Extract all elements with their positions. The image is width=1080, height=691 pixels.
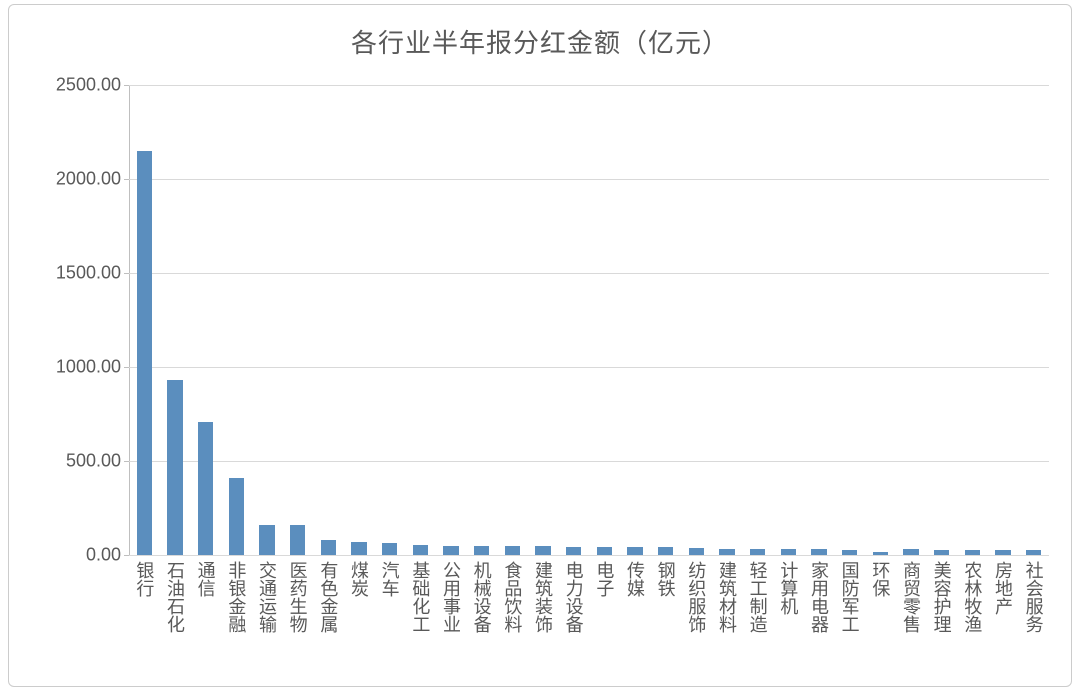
bar — [719, 549, 734, 555]
y-tick-label: 1500.00 — [56, 263, 121, 284]
bar — [781, 549, 796, 555]
bar — [321, 540, 336, 555]
plot-area: 0.00500.001000.001500.002000.002500.00 — [129, 85, 1049, 555]
bar — [198, 422, 213, 555]
bar — [535, 546, 550, 555]
y-tick-label: 1000.00 — [56, 357, 121, 378]
bar — [443, 546, 458, 555]
x-label: 电子 — [595, 561, 613, 597]
bar — [351, 542, 366, 555]
x-label: 传媒 — [626, 561, 644, 597]
bar — [903, 549, 918, 555]
y-tick-label: 2500.00 — [56, 75, 121, 96]
x-label: 公用事业 — [442, 561, 460, 633]
x-label: 轻工制造 — [749, 561, 767, 633]
x-label: 机械设备 — [473, 561, 491, 633]
x-label: 建筑装饰 — [534, 561, 552, 633]
x-label: 社会服务 — [1025, 561, 1043, 633]
x-label: 煤炭 — [350, 561, 368, 597]
bar — [627, 547, 642, 555]
bar — [137, 151, 152, 555]
bar — [229, 478, 244, 555]
bar — [995, 550, 1010, 555]
x-label: 食品饮料 — [503, 561, 521, 633]
grid-line — [129, 555, 1049, 556]
bar — [413, 545, 428, 555]
bar — [842, 550, 857, 555]
y-tick-label: 0.00 — [86, 545, 121, 566]
bar — [658, 547, 673, 555]
bar — [1026, 550, 1041, 555]
bar — [259, 525, 274, 555]
x-label: 房地产 — [994, 561, 1012, 615]
bar — [965, 550, 980, 555]
x-label: 国防军工 — [841, 561, 859, 633]
bar — [382, 543, 397, 555]
x-label: 石油石化 — [166, 561, 184, 633]
x-label: 医药生物 — [289, 561, 307, 633]
bar — [934, 550, 949, 555]
x-label: 计算机 — [779, 561, 797, 615]
chart-container: 各行业半年报分红金额（亿元） 0.00500.001000.001500.002… — [8, 4, 1072, 687]
y-tick — [124, 555, 129, 556]
bar — [167, 380, 182, 555]
x-label: 建筑材料 — [718, 561, 736, 633]
x-label: 纺织服饰 — [687, 561, 705, 633]
x-label: 汽车 — [381, 561, 399, 597]
chart-title: 各行业半年报分红金额（亿元） — [9, 5, 1071, 60]
x-label: 银行 — [135, 561, 153, 597]
bar — [566, 547, 581, 555]
x-label: 交通运输 — [258, 561, 276, 633]
x-label: 美容护理 — [933, 561, 951, 633]
x-label: 钢铁 — [657, 561, 675, 597]
bar — [689, 548, 704, 555]
y-tick-label: 2000.00 — [56, 169, 121, 190]
x-label: 农林牧渔 — [963, 561, 981, 633]
x-label: 有色金属 — [319, 561, 337, 633]
x-label: 家用电器 — [810, 561, 828, 633]
bar — [505, 546, 520, 555]
x-label: 非银金融 — [227, 561, 245, 633]
x-label: 环保 — [871, 561, 889, 597]
x-label: 商贸零售 — [902, 561, 920, 633]
bar — [750, 549, 765, 555]
bar — [290, 525, 305, 555]
x-label: 基础化工 — [411, 561, 429, 633]
x-label: 电力设备 — [565, 561, 583, 633]
y-tick-label: 500.00 — [66, 451, 121, 472]
bars-group — [129, 85, 1049, 555]
bar — [873, 552, 888, 555]
bar — [597, 547, 612, 555]
x-label: 通信 — [197, 561, 215, 597]
bar — [474, 546, 489, 555]
x-axis-labels: 银行石油石化通信非银金融交通运输医药生物有色金属煤炭汽车基础化工公用事业机械设备… — [129, 561, 1049, 681]
bar — [811, 549, 826, 555]
